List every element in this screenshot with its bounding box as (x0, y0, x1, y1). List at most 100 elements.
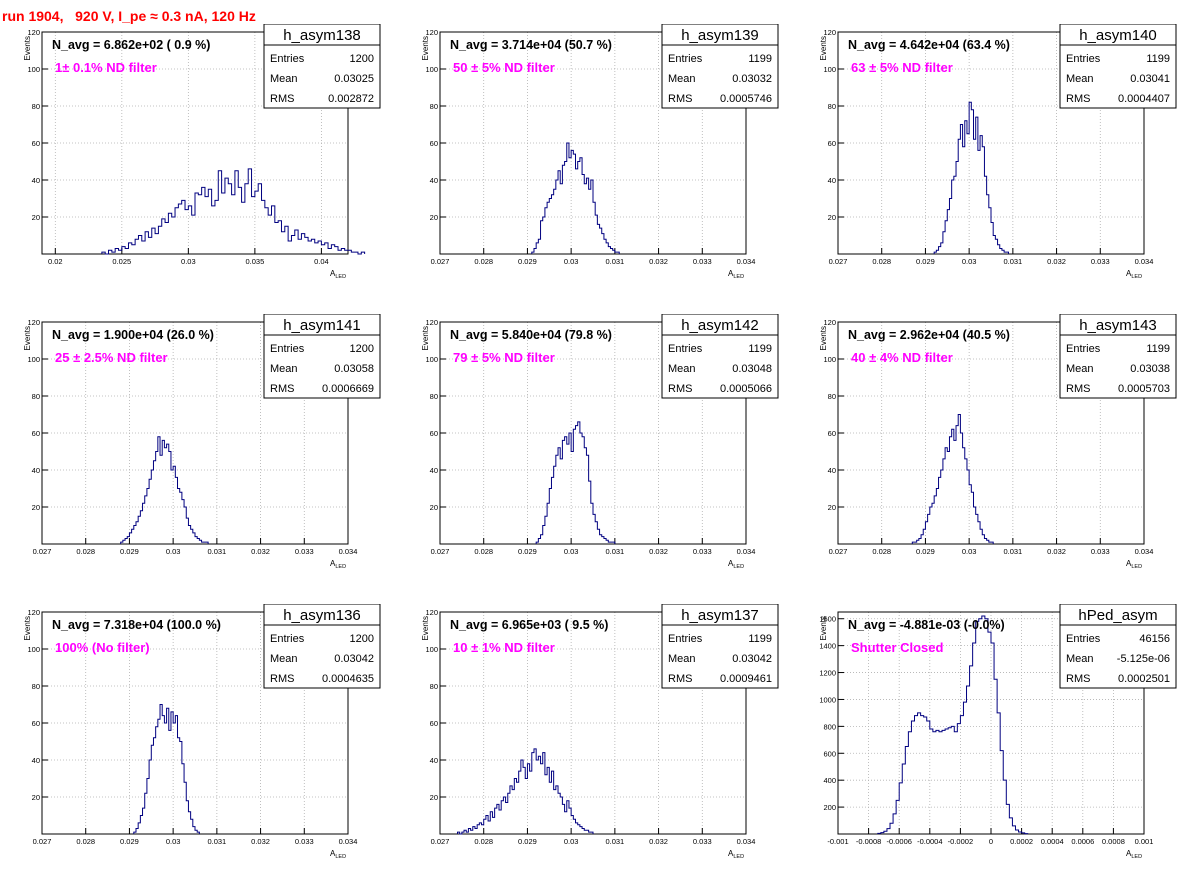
stats-label-entries: Entries (1066, 343, 1101, 355)
y-tick-label: 40 (430, 756, 438, 765)
stats-label-rms: RMS (1066, 93, 1090, 105)
navg-text: N_avg = 6.965e+03 ( 9.5 %) (450, 618, 608, 632)
x-tick-label: 0.029 (120, 547, 139, 556)
histogram-line (933, 101, 1009, 254)
x-tick-label: 0.032 (251, 547, 270, 556)
x-tick-label: 0.03 (564, 257, 579, 266)
stats-value-mean: 0.03042 (334, 653, 374, 665)
x-tick-label: 0.033 (295, 837, 314, 846)
histogram-canvas: 0.027 0.028 0.029 0.03 0.031 0.032 0.033 0.034 2… (421, 604, 779, 860)
x-axis-label-subscript: LED (335, 564, 346, 570)
x-axis-label-subscript: LED (335, 854, 346, 860)
x-tick-label: 0.04 (314, 257, 329, 266)
y-tick-label: 60 (430, 719, 438, 728)
x-tick-label: 0.027 (431, 257, 450, 266)
stats-label-rms: RMS (668, 93, 692, 105)
y-tick-label: 200 (823, 803, 836, 812)
histogram-canvas: 0.027 0.028 0.029 0.03 0.031 0.032 0.033 0.034 2… (819, 314, 1177, 570)
stats-box (263, 24, 381, 109)
y-tick-label: 100 (27, 645, 40, 654)
stats-label-rms: RMS (270, 93, 294, 105)
x-tick-label: 0.032 (649, 837, 668, 846)
filter-annotation: Shutter Closed (851, 640, 944, 655)
stats-label-entries: Entries (1066, 53, 1101, 65)
y-tick-label: 60 (32, 139, 40, 148)
stats-label-rms: RMS (270, 383, 294, 395)
x-tick-label: 0.029 (916, 547, 935, 556)
histogram-line (133, 704, 200, 834)
x-tick-label: 0.031 (605, 547, 624, 556)
y-axis-label: Events (23, 616, 32, 640)
x-tick-label: 0.027 (33, 547, 52, 556)
stats-label-mean: Mean (270, 653, 298, 665)
histogram-line (456, 748, 594, 835)
histogram-panel-h-asym140: 0.027 0.028 0.029 0.03 0.031 0.032 0.033 0.034 2… (796, 24, 1194, 314)
x-tick-label: 0.028 (872, 547, 891, 556)
y-axis-label: Events (819, 36, 828, 60)
histogram-panel-h-asym139: 0.027 0.028 0.029 0.03 0.031 0.032 0.033 0.034 2… (398, 24, 796, 314)
x-tick-label: 0.027 (33, 837, 52, 846)
x-tick-label: 0.03 (181, 257, 196, 266)
stats-value-entries: 1200 (350, 633, 374, 645)
y-tick-label: 120 (27, 28, 40, 37)
histogram-canvas: 0.027 0.028 0.029 0.03 0.031 0.032 0.033 0.034 2… (23, 314, 381, 570)
y-tick-label: 20 (430, 213, 438, 222)
filter-annotation: 63 ± 5% ND filter (851, 60, 953, 75)
y-tick-label: 40 (32, 466, 40, 475)
y-tick-label: 120 (425, 608, 438, 617)
x-tick-label: 0.033 (693, 257, 712, 266)
stats-value-entries: 1200 (350, 53, 374, 65)
stats-value-mean: 0.03058 (334, 363, 374, 375)
y-tick-label: 120 (27, 608, 40, 617)
histogram-canvas: 0.027 0.028 0.029 0.03 0.031 0.032 0.033 0.034 2… (421, 314, 779, 570)
filter-annotation: 79 ± 5% ND filter (453, 350, 555, 365)
y-tick-label: 100 (823, 355, 836, 364)
x-tick-label: 0.028 (76, 837, 95, 846)
y-tick-label: 20 (32, 213, 40, 222)
stats-box (1059, 604, 1177, 689)
histogram-canvas: 0.027 0.028 0.029 0.03 0.031 0.032 0.033 0.034 2… (23, 604, 381, 860)
y-tick-label: 1600 (819, 615, 836, 624)
y-tick-label: 80 (32, 682, 40, 691)
stats-box-title: h_asym136 (283, 607, 361, 624)
y-tick-label: 20 (430, 503, 438, 512)
x-tick-label: 0.03 (166, 547, 181, 556)
histogram-canvas: 0.027 0.028 0.029 0.03 0.031 0.032 0.033 0.034 2… (421, 24, 779, 280)
histogram-canvas: 0.02 0.025 0.03 0.035 0.04 20 40 60 80 100 120Even… (23, 24, 381, 280)
x-tick-label: 0.02 (48, 257, 63, 266)
stats-value-rms: 0.0009461 (720, 673, 772, 685)
y-tick-label: 80 (430, 682, 438, 691)
stats-value-mean: 0.03038 (1130, 363, 1170, 375)
y-tick-label: 100 (823, 65, 836, 74)
stats-box-title: h_asym143 (1079, 317, 1157, 334)
stats-value-entries: 1199 (748, 343, 772, 355)
stats-box (263, 314, 381, 399)
stats-label-entries: Entries (1066, 633, 1101, 645)
y-tick-label: 80 (828, 392, 836, 401)
stats-label-mean: Mean (668, 653, 696, 665)
stats-label-entries: Entries (270, 343, 305, 355)
x-axis-label-subscript: LED (733, 854, 744, 860)
x-tick-label: 0.031 (207, 547, 226, 556)
y-axis-label: Events (421, 36, 430, 60)
y-tick-label: 80 (828, 102, 836, 111)
navg-text: N_avg = 4.642e+04 (63.4 %) (848, 38, 1010, 52)
y-tick-label: 60 (828, 429, 836, 438)
stats-value-rms: 0.0004407 (1118, 93, 1170, 105)
x-tick-label: 0.029 (518, 257, 537, 266)
stats-value-rms: 0.0005746 (720, 93, 772, 105)
histogram-panel-hped-asym: -0.001 -0.0008 -0.0006 -0.0004 -0.0002 0 0.000… (796, 604, 1194, 894)
stats-value-rms: 0.0005703 (1118, 383, 1170, 395)
x-tick-label: 0.03 (564, 547, 579, 556)
x-axis-label: ALED (330, 849, 346, 860)
x-tick-label: 0.032 (1047, 547, 1066, 556)
x-tick-label: 0.03 (962, 547, 977, 556)
navg-text: N_avg = 7.318e+04 (100.0 %) (52, 618, 221, 632)
stats-value-rms: 0.0006669 (322, 383, 374, 395)
y-axis-label: Events (23, 326, 32, 350)
x-tick-label: 0.033 (1091, 547, 1110, 556)
y-tick-label: 40 (32, 756, 40, 765)
y-tick-label: 60 (430, 429, 438, 438)
y-tick-label: 20 (32, 503, 40, 512)
x-tick-label: 0.032 (649, 257, 668, 266)
